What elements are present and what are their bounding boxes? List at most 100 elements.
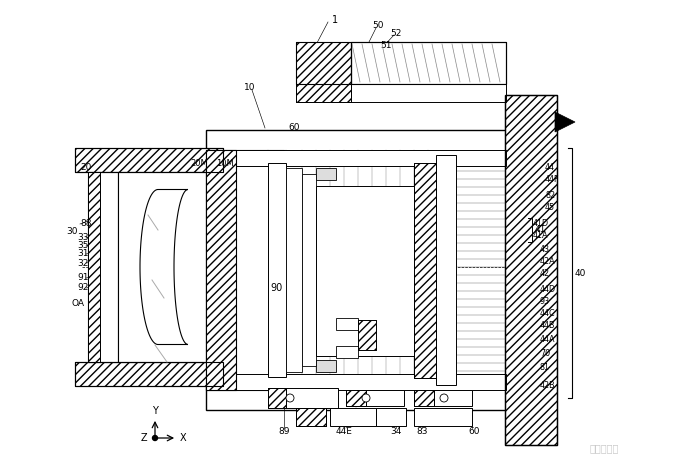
Bar	[505, 95, 557, 445]
Text: 70: 70	[540, 350, 550, 358]
Circle shape	[362, 394, 370, 402]
Bar	[414, 390, 434, 406]
Circle shape	[153, 436, 158, 440]
Text: 45: 45	[545, 204, 555, 212]
Bar	[268, 388, 286, 408]
Bar	[88, 172, 118, 362]
Bar	[88, 172, 100, 362]
Text: 93: 93	[540, 297, 550, 307]
Text: 42: 42	[540, 269, 550, 279]
Bar	[330, 408, 376, 426]
Bar	[358, 320, 376, 350]
Polygon shape	[555, 112, 575, 132]
Bar	[414, 408, 472, 426]
Text: 42A: 42A	[540, 258, 556, 267]
Bar	[118, 172, 206, 362]
Bar	[302, 174, 316, 366]
Bar	[75, 362, 223, 386]
Text: 60: 60	[288, 123, 300, 132]
Text: 33: 33	[77, 233, 88, 242]
Bar	[75, 148, 223, 172]
Bar	[351, 42, 506, 84]
Bar	[206, 150, 284, 390]
Text: 43: 43	[540, 246, 550, 254]
Text: 35: 35	[77, 241, 88, 251]
Text: 44C: 44C	[540, 309, 556, 318]
Bar	[414, 390, 434, 406]
Text: 42B: 42B	[540, 382, 556, 391]
Bar	[358, 320, 376, 350]
Bar	[206, 150, 236, 390]
Bar	[336, 346, 358, 358]
Text: 44E: 44E	[336, 427, 353, 437]
Bar	[206, 150, 236, 390]
Bar	[236, 374, 506, 390]
Text: 81: 81	[540, 363, 550, 372]
Bar	[236, 158, 268, 383]
Bar	[505, 95, 557, 445]
Text: 51: 51	[380, 41, 391, 50]
Text: 30: 30	[66, 227, 78, 237]
Bar	[296, 408, 326, 426]
Bar	[376, 408, 406, 426]
Bar	[436, 155, 456, 385]
Text: X: X	[180, 433, 187, 443]
Text: 10M: 10M	[216, 159, 234, 169]
Text: 82: 82	[545, 192, 555, 200]
Bar	[346, 390, 366, 406]
Text: 60: 60	[468, 427, 480, 437]
Bar	[316, 360, 336, 372]
Text: 34: 34	[390, 427, 401, 437]
Text: 91: 91	[77, 274, 88, 282]
Text: 89: 89	[278, 427, 290, 437]
Bar	[296, 42, 351, 84]
Bar	[351, 42, 506, 84]
Bar	[336, 318, 358, 330]
Circle shape	[440, 394, 448, 402]
Text: 10: 10	[244, 83, 256, 92]
Text: OA: OA	[72, 300, 85, 308]
Bar	[414, 163, 436, 378]
Bar	[286, 168, 302, 372]
Polygon shape	[140, 190, 188, 344]
Bar	[316, 186, 414, 356]
Bar	[414, 390, 472, 406]
Bar	[346, 390, 366, 406]
Bar	[414, 163, 436, 378]
Text: 92: 92	[77, 283, 88, 293]
Text: 41D: 41D	[533, 219, 549, 228]
Bar	[75, 148, 223, 172]
Text: 44B: 44B	[540, 322, 556, 330]
Text: 20M: 20M	[190, 159, 208, 169]
Text: 20: 20	[80, 164, 92, 172]
Bar	[236, 150, 506, 166]
Bar	[206, 130, 516, 410]
Text: Z: Z	[141, 433, 147, 443]
Text: 31: 31	[77, 249, 88, 259]
Text: 电子发烧友: 电子发烧友	[590, 443, 620, 453]
Text: 88: 88	[80, 219, 92, 228]
Text: 44: 44	[545, 164, 555, 172]
Bar	[268, 388, 338, 408]
Bar	[296, 84, 351, 102]
Text: 44D: 44D	[540, 286, 556, 295]
Bar	[268, 163, 286, 377]
Bar	[296, 84, 351, 102]
Text: 1: 1	[332, 15, 338, 25]
Text: 40: 40	[575, 268, 587, 277]
Bar	[88, 172, 100, 362]
Circle shape	[286, 394, 294, 402]
Bar	[346, 390, 404, 406]
Bar	[296, 42, 351, 84]
Bar	[75, 362, 223, 386]
Text: 41A: 41A	[533, 232, 549, 240]
Text: 32: 32	[77, 259, 88, 267]
Bar	[268, 388, 286, 408]
Text: 41: 41	[535, 226, 547, 234]
Text: 83: 83	[416, 427, 428, 437]
Text: 90: 90	[270, 283, 282, 293]
Bar	[296, 408, 326, 426]
Text: Y: Y	[152, 406, 158, 416]
Bar	[296, 84, 506, 102]
Text: 50: 50	[372, 21, 384, 30]
